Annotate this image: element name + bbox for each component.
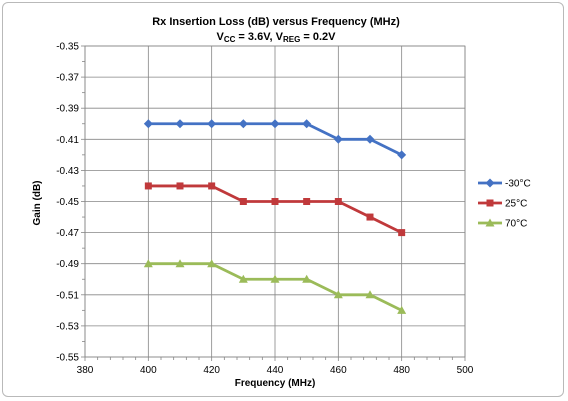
y-tick-label: -0.41 (56, 135, 79, 146)
vreg-subscript: REG (283, 35, 300, 44)
data-point (303, 198, 311, 205)
x-tick-label: 420 (203, 365, 220, 376)
x-tick-label: 500 (457, 365, 474, 376)
y-tick-label: -0.49 (56, 259, 79, 270)
legend-label: -30°C (505, 179, 531, 190)
y-tick-label: -0.55 (56, 353, 79, 364)
legend-marker (485, 178, 495, 188)
y-tick-label: -0.39 (56, 104, 79, 115)
vreg-value: = 0.2V (300, 31, 336, 43)
chart-frame (2, 2, 564, 397)
data-point (365, 134, 375, 144)
data-point (397, 150, 407, 160)
data-point (366, 213, 374, 221)
data-point (176, 182, 184, 190)
vcc-value: = 3.6V, (235, 31, 275, 43)
x-tick-label: 460 (330, 365, 347, 376)
data-point (207, 259, 217, 268)
data-point (334, 198, 342, 205)
y-tick-label: -0.37 (56, 73, 79, 84)
vreg-label: V (276, 31, 284, 43)
data-point (333, 134, 343, 144)
data-point (333, 290, 343, 299)
axes: -0.35 -0.37 -0.39 -0.41 -0.43 -0.45 -0.47 -0.49… (56, 42, 474, 377)
x-tick-label: 380 (77, 365, 94, 376)
data-point (238, 119, 248, 129)
legend-label: 25°C (505, 199, 527, 210)
x-tick-label: 400 (140, 365, 157, 376)
legend-label: 70°C (505, 219, 527, 230)
y-tick-label: -0.43 (56, 166, 79, 177)
x-tick-label: 440 (267, 365, 284, 376)
data-point (143, 259, 153, 268)
data-point (302, 274, 312, 283)
data-point (238, 274, 248, 283)
data-point (208, 182, 216, 190)
x-tick-label: 480 (393, 365, 410, 376)
data-point (175, 119, 185, 129)
data-point (365, 290, 375, 299)
legend-item: 70°C (478, 218, 527, 230)
y-tick-label: -0.35 (56, 42, 79, 53)
y-tick-label: -0.47 (56, 228, 79, 239)
data-point (302, 119, 312, 129)
data-point (143, 119, 153, 129)
series-2 (144, 182, 406, 237)
data-point (207, 119, 217, 129)
data-point (175, 259, 185, 268)
series-1 (143, 119, 407, 160)
y-tick-label: -0.53 (56, 321, 79, 332)
legend: -30°C 25°C 70°C (478, 178, 531, 230)
legend-item: 25°C (478, 199, 527, 210)
plot-area (84, 45, 466, 358)
chart-subtitle: VCC = 3.6V, VREG = 0.2V (216, 31, 336, 44)
chart-title: Rx Insertion Loss (dB) versus Frequency … (152, 16, 400, 28)
y-tick-label: -0.51 (56, 290, 79, 301)
data-point (397, 305, 407, 314)
vcc-subscript: CC (224, 35, 236, 44)
legend-marker (485, 218, 495, 227)
data-point (144, 182, 152, 190)
x-axis-title: Frequency (MHz) (235, 378, 316, 389)
y-tick-label: -0.45 (56, 197, 79, 208)
data-point (270, 119, 280, 129)
series-3 (143, 259, 407, 314)
data-point (270, 274, 280, 283)
y-axis-title: Gain (dB) (32, 181, 43, 226)
data-point (398, 229, 406, 237)
legend-item: -30°C (478, 178, 531, 190)
legend-marker (486, 199, 494, 207)
series-layer (143, 119, 407, 314)
data-point (271, 198, 279, 205)
vcc-label: V (216, 31, 224, 43)
data-point (239, 198, 247, 205)
